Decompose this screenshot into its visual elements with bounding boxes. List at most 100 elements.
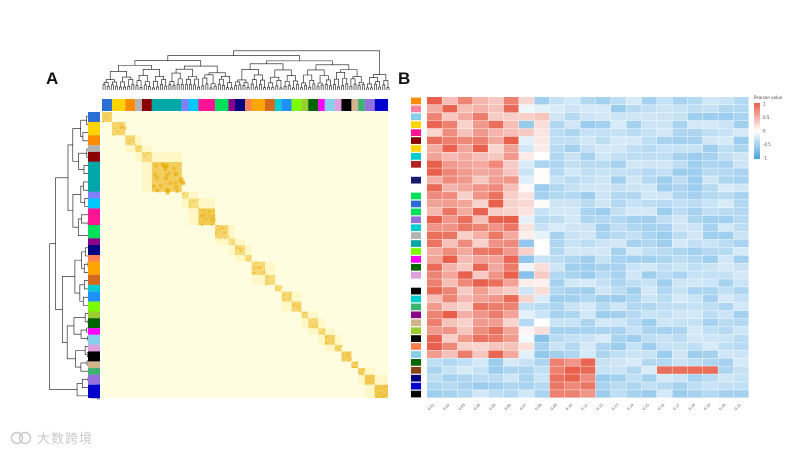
tom-texture-mark [335, 347, 337, 349]
tom-texture-mark [260, 271, 263, 274]
correlation-cell [595, 263, 611, 271]
correlation-cell [565, 366, 580, 374]
correlation-cell [457, 176, 473, 184]
correlation-cell [611, 231, 626, 240]
watermark-logo-icon [10, 431, 32, 444]
dendrogram-branch [188, 76, 197, 80]
legend-tick-label: 0 [763, 129, 766, 134]
correlation-cell [657, 112, 672, 121]
dendrogram-branch [233, 50, 381, 75]
tom-offdiag-block [141, 161, 152, 192]
tom-offdiag-block [135, 151, 142, 162]
dendrogram-branch [357, 85, 361, 90]
correlation-cell [611, 207, 626, 216]
tom-texture-mark [160, 162, 165, 167]
tom-texture-mark [148, 160, 150, 162]
module-color-swatch [88, 145, 100, 152]
tom-texture-mark [340, 345, 343, 348]
module-color-swatch [88, 311, 100, 319]
correlation-cell [457, 168, 473, 176]
left-module-color-bar [88, 112, 100, 398]
correlation-cell [427, 104, 442, 113]
dendrogram-branch [180, 84, 184, 90]
correlation-cell [657, 136, 672, 145]
correlation-cell [427, 136, 442, 145]
correlation-cell [473, 215, 488, 224]
legend-tick-label: 0.5 [763, 115, 770, 120]
correlation-cell [580, 223, 596, 232]
column-tick-label: 0.05 [488, 403, 496, 411]
correlation-cell [733, 215, 749, 224]
correlation-cell [626, 192, 642, 200]
correlation-cell [442, 326, 458, 335]
correlation-cell [733, 184, 749, 192]
correlation-cell [519, 302, 534, 311]
correlation-cell [565, 302, 580, 311]
correlation-cell [565, 374, 580, 382]
correlation-cell [718, 247, 734, 256]
dendrogram-branch [253, 74, 263, 81]
tom-texture-mark [119, 126, 121, 128]
correlation-cell [733, 112, 749, 121]
correlation-cell [595, 366, 611, 374]
tom-module-block [181, 191, 189, 199]
tom-texture-mark [236, 246, 238, 248]
correlation-cell [503, 302, 519, 311]
correlation-cell [580, 199, 596, 208]
dendrogram-branch [77, 218, 89, 236]
correlation-cell [703, 271, 718, 279]
correlation-cell [687, 382, 703, 390]
correlation-cell [641, 334, 657, 343]
correlation-cell [687, 207, 703, 216]
correlation-cell [703, 279, 718, 287]
correlation-cell [549, 279, 565, 287]
dendrogram-branch [367, 83, 372, 88]
correlation-cell [427, 247, 442, 256]
tom-texture-mark [138, 151, 140, 153]
correlation-cell [718, 160, 734, 168]
tom-offdiag-block [291, 291, 302, 302]
correlation-cell [427, 374, 442, 382]
correlation-cell [488, 176, 504, 184]
correlation-cell [580, 287, 596, 295]
column-tick-label: 0.15 [642, 403, 650, 411]
correlation-cell [580, 390, 596, 398]
tom-offdiag-block [308, 311, 319, 319]
dendrogram-branch [164, 85, 168, 90]
correlation-cell [427, 97, 442, 105]
tom-texture-mark [258, 267, 260, 270]
correlation-row-color-bar [410, 97, 422, 398]
correlation-cell [687, 334, 703, 343]
correlation-cell [733, 350, 749, 358]
row-module-swatch [411, 97, 421, 105]
tom-texture-mark [346, 355, 348, 357]
correlation-cell [519, 192, 534, 200]
correlation-cell [519, 247, 534, 256]
correlation-cell [503, 239, 519, 248]
tom-texture-mark [222, 227, 225, 230]
correlation-cell [503, 176, 519, 184]
tom-texture-mark [321, 331, 323, 333]
correlation-cell [657, 334, 672, 343]
correlation-cell [718, 302, 734, 311]
dendrogram-branch [320, 84, 324, 90]
column-tick-label: 0.20 [718, 403, 726, 411]
dendrogram-branch [279, 87, 283, 90]
correlation-cell [611, 152, 626, 160]
correlation-cell [565, 136, 580, 145]
tom-texture-mark [215, 231, 217, 234]
correlation-cell [703, 112, 718, 121]
dendrogram-branch [274, 69, 292, 78]
correlation-cell [611, 223, 626, 232]
correlation-cell [641, 255, 657, 263]
correlation-cell [580, 342, 596, 351]
correlation-cell [427, 310, 442, 319]
correlation-cell [641, 199, 657, 208]
correlation-cell [457, 390, 473, 398]
correlation-cell [549, 199, 565, 208]
correlation-cell [549, 120, 565, 129]
correlation-cell [672, 199, 688, 208]
correlation-cell [733, 152, 749, 160]
correlation-cell [427, 302, 442, 311]
correlation-cell [687, 152, 703, 160]
